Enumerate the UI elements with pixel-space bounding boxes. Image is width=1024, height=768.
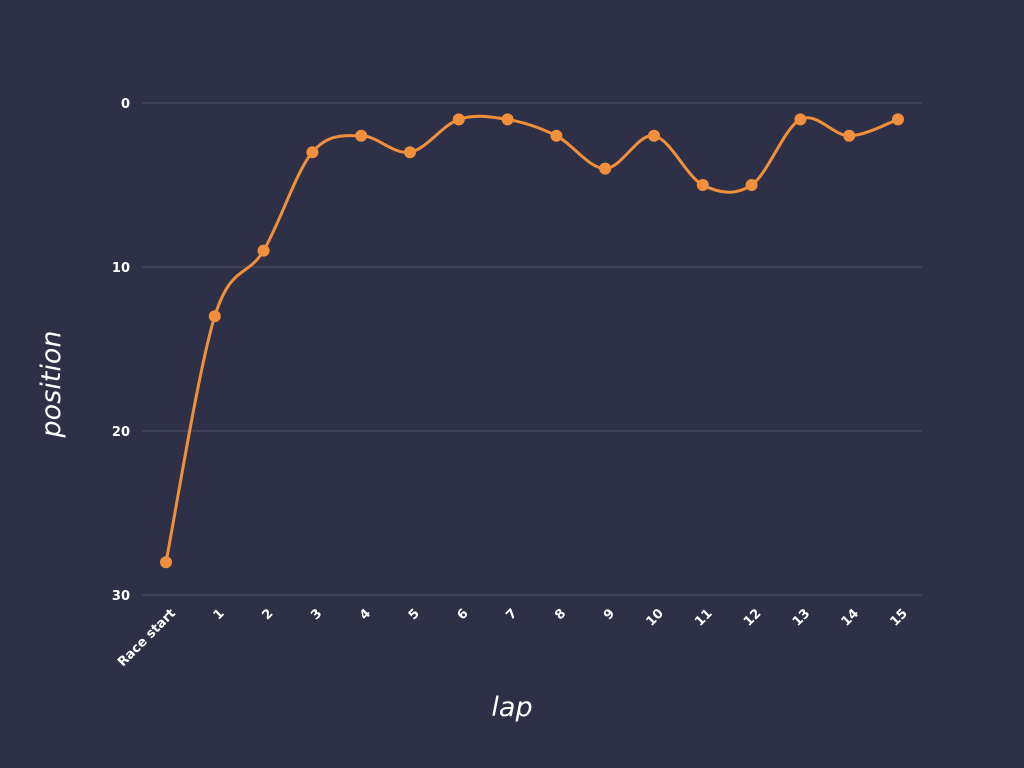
x-tick-label-7: 7 [503, 606, 520, 623]
data-point-2 [257, 244, 270, 257]
data-point-5 [404, 146, 416, 159]
data-point-3 [306, 146, 319, 159]
data-point-9 [599, 162, 612, 175]
y-axis-ticks: 0 10 20 30 [112, 97, 130, 604]
x-tick-label-14: 14 [839, 606, 862, 629]
x-tick-label-0: Race start [115, 606, 179, 670]
data-point-14 [843, 129, 856, 142]
grid-lines [142, 102, 922, 596]
y-tick-label-0: 0 [121, 97, 130, 112]
data-point-7 [501, 113, 514, 126]
x-tick-label-9: 9 [601, 606, 618, 623]
data-point-12 [745, 179, 758, 191]
x-tick-label-1: 1 [211, 606, 228, 623]
data-point-4 [355, 129, 368, 142]
x-axis-ticks: Race start 1 2 3 4 5 6 7 8 9 10 11 12 13 14 15 [115, 606, 911, 670]
x-tick-label-13: 13 [790, 606, 813, 629]
y-tick-label-10: 10 [112, 261, 130, 276]
x-tick-label-12: 12 [741, 606, 764, 629]
data-point-1 [208, 310, 221, 323]
series-layer [160, 113, 904, 569]
x-tick-label-4: 4 [357, 606, 374, 623]
x-tick-label-6: 6 [455, 606, 472, 623]
data-point-8 [550, 129, 563, 142]
x-axis-title: lap [491, 692, 532, 723]
data-point-15 [892, 113, 904, 126]
x-tick-label-8: 8 [552, 606, 569, 623]
y-tick-label-20: 20 [112, 425, 130, 440]
data-point-0 [160, 556, 172, 569]
x-tick-label-11: 11 [692, 606, 715, 629]
x-tick-label-5: 5 [406, 606, 423, 623]
data-point-13 [794, 113, 807, 126]
x-tick-label-2: 2 [259, 606, 276, 623]
data-point-6 [452, 113, 465, 126]
y-tick-label-30: 30 [112, 589, 130, 604]
x-tick-label-3: 3 [308, 606, 325, 623]
x-tick-label-15: 15 [887, 606, 910, 629]
data-point-11 [696, 179, 709, 191]
x-tick-label-10: 10 [643, 606, 666, 629]
series-line-0 [164, 114, 900, 564]
data-point-10 [648, 129, 660, 142]
y-axis-title: position [36, 331, 67, 439]
